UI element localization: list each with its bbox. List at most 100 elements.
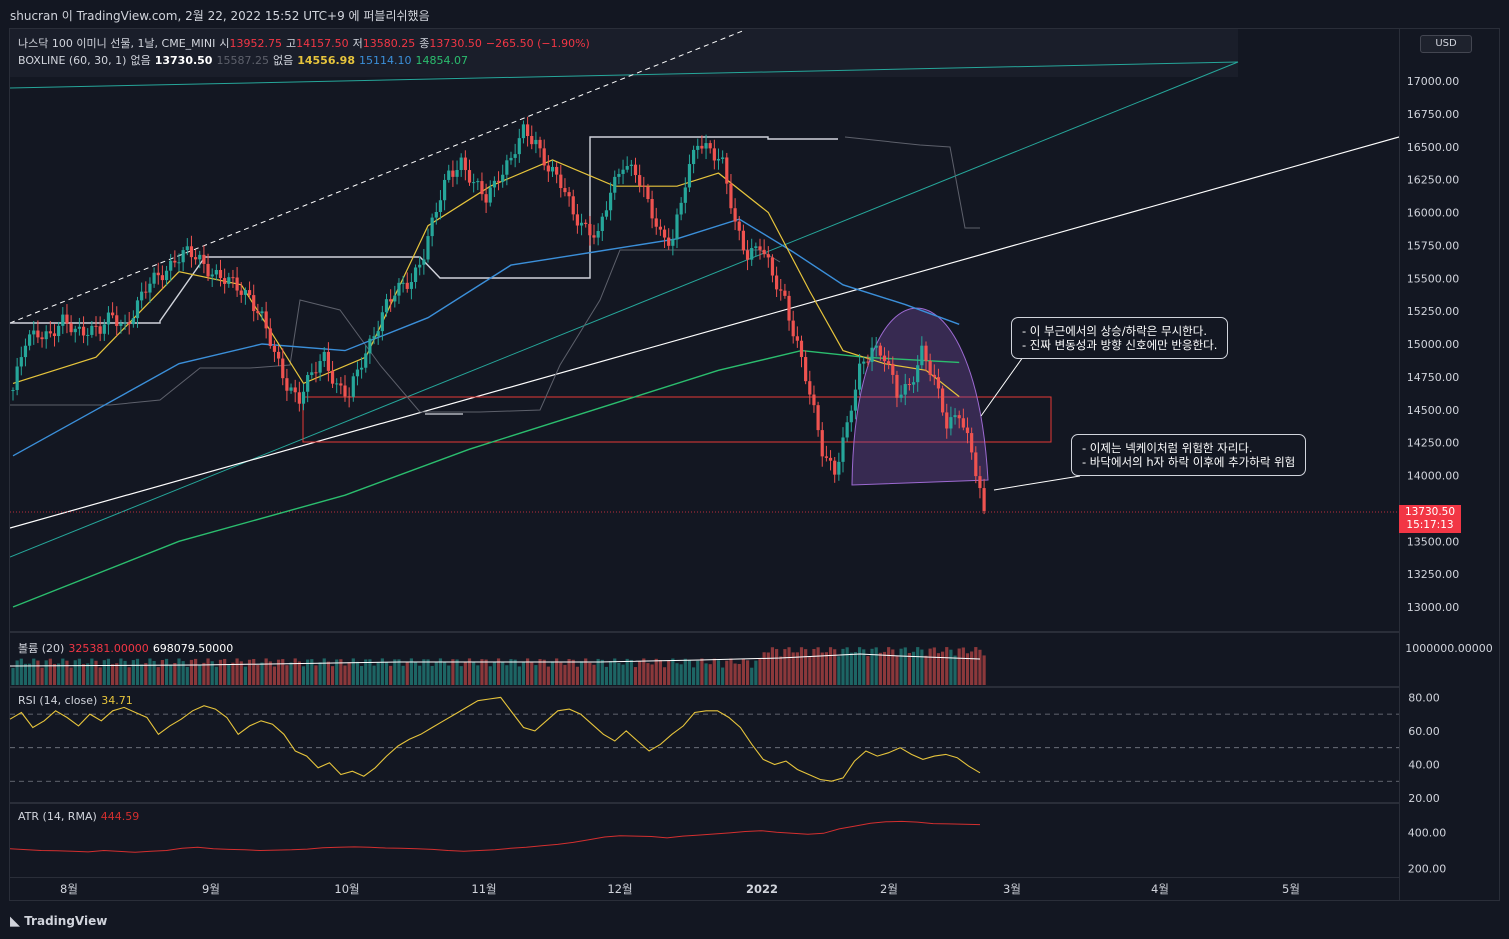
candle — [380, 305, 384, 341]
callout-top[interactable]: - 이 부근에서의 상승/하락은 무시한다. - 진짜 변동성과 방향 신호에만… — [1011, 317, 1229, 359]
volume-bar — [858, 647, 862, 685]
volume-bar — [924, 655, 928, 685]
candle — [658, 219, 662, 236]
volume-bar — [297, 661, 301, 685]
symbol-label[interactable]: 나스닥 100 이미니 선물, 1날, CME_MINI — [18, 37, 216, 50]
candle-body — [243, 290, 247, 295]
volume-bar — [389, 665, 393, 685]
candle — [555, 162, 559, 184]
candle-body — [932, 374, 936, 378]
candle — [737, 216, 741, 241]
candle-body — [202, 254, 206, 264]
volume-bar — [401, 665, 405, 685]
candle-body — [941, 388, 945, 413]
candle-body — [115, 315, 119, 326]
volume-bar — [828, 647, 833, 685]
price-tick-label: 15000.00 — [1407, 338, 1460, 351]
boxline-name[interactable]: BOXLINE (60, 30, 1) — [18, 54, 127, 67]
candle — [422, 248, 426, 275]
volume-bar — [318, 662, 322, 685]
volume-bar — [579, 661, 584, 685]
candle — [189, 235, 194, 268]
volume-bar — [534, 665, 538, 685]
legend-rsi: RSI (14, close) 34.71 — [18, 694, 137, 707]
candle — [530, 125, 534, 150]
volume-bar — [73, 660, 77, 685]
volume-bar — [314, 665, 318, 685]
candle-body — [372, 336, 376, 339]
volume-bar — [115, 663, 119, 685]
candle — [409, 273, 413, 300]
candle — [140, 282, 144, 309]
candle-body — [924, 345, 928, 361]
candle-body — [845, 422, 849, 438]
candle-body — [164, 270, 169, 281]
volume-bar — [376, 662, 380, 685]
callout-bottom[interactable]: - 이제는 넥케이처럼 위험한 자리다. - 바닥에서의 h자 하락 이후에 추… — [1071, 434, 1307, 476]
candle-body — [534, 139, 538, 145]
volume-bar — [970, 651, 974, 685]
candle — [123, 314, 127, 330]
channel-lower-line — [10, 61, 1239, 558]
candle — [98, 316, 102, 342]
candle — [135, 296, 140, 328]
volume-bar — [841, 648, 845, 685]
volume-bar — [360, 665, 364, 685]
candle-body — [766, 254, 770, 258]
volume-bar — [148, 658, 152, 685]
candle-body — [646, 186, 650, 200]
candle-body — [285, 378, 289, 391]
volume-bar — [434, 661, 438, 685]
volume-bar — [862, 649, 866, 685]
resistance-zone — [302, 396, 1052, 443]
volume-bar — [160, 659, 164, 685]
candle — [480, 172, 484, 201]
candle — [131, 310, 135, 328]
candle — [264, 301, 268, 339]
last-price-tag: 13730.50 15:17:13 — [1399, 505, 1461, 533]
candle-body — [218, 270, 223, 279]
volume-bar — [384, 661, 389, 685]
volume-bar — [198, 664, 202, 685]
volume-bar — [214, 666, 218, 685]
axis-divider — [1399, 29, 1400, 901]
legend-boxline: BOXLINE (60, 30, 1) 없음 13730.50 15587.25 없음 1… — [18, 52, 472, 68]
candle — [111, 302, 115, 319]
candle-body — [704, 143, 708, 149]
volume-bar — [887, 647, 891, 685]
tradingview-logo[interactable]: ◣ TradingView — [10, 914, 107, 929]
volume-bar — [455, 659, 459, 685]
volume-bar — [173, 662, 177, 685]
candle — [650, 190, 654, 229]
volume-bar — [791, 652, 795, 685]
candle — [646, 183, 650, 203]
candle-body — [870, 347, 874, 362]
volume-bar — [480, 659, 484, 685]
volume-bar — [692, 667, 696, 685]
volume-bar — [700, 658, 704, 685]
atr-name[interactable]: ATR (14, RMA) — [18, 810, 97, 823]
support-trendline — [10, 136, 1399, 529]
candle — [355, 361, 360, 386]
close-value: 13730.50 — [429, 37, 482, 50]
ma-slow-line — [12, 349, 960, 608]
candle — [36, 320, 40, 344]
candle-body — [422, 259, 426, 265]
volume-bar — [609, 661, 613, 685]
candle-body — [160, 275, 164, 281]
volume-bar — [799, 647, 804, 685]
price-tick-label: 15500.00 — [1407, 272, 1460, 285]
candle — [783, 283, 787, 299]
currency-button[interactable]: USD — [1420, 35, 1472, 53]
time-tick-label: 9월 — [202, 882, 220, 896]
candle-body — [650, 199, 654, 219]
volume-bar — [903, 647, 907, 685]
rsi-name[interactable]: RSI (14, close) — [18, 694, 98, 707]
candle-body — [252, 295, 256, 312]
candle-body — [94, 325, 98, 327]
volume-bar — [787, 647, 791, 685]
candle — [642, 176, 646, 198]
candle-body — [310, 372, 314, 376]
volume-name[interactable]: 볼륨 (20) — [18, 642, 65, 655]
